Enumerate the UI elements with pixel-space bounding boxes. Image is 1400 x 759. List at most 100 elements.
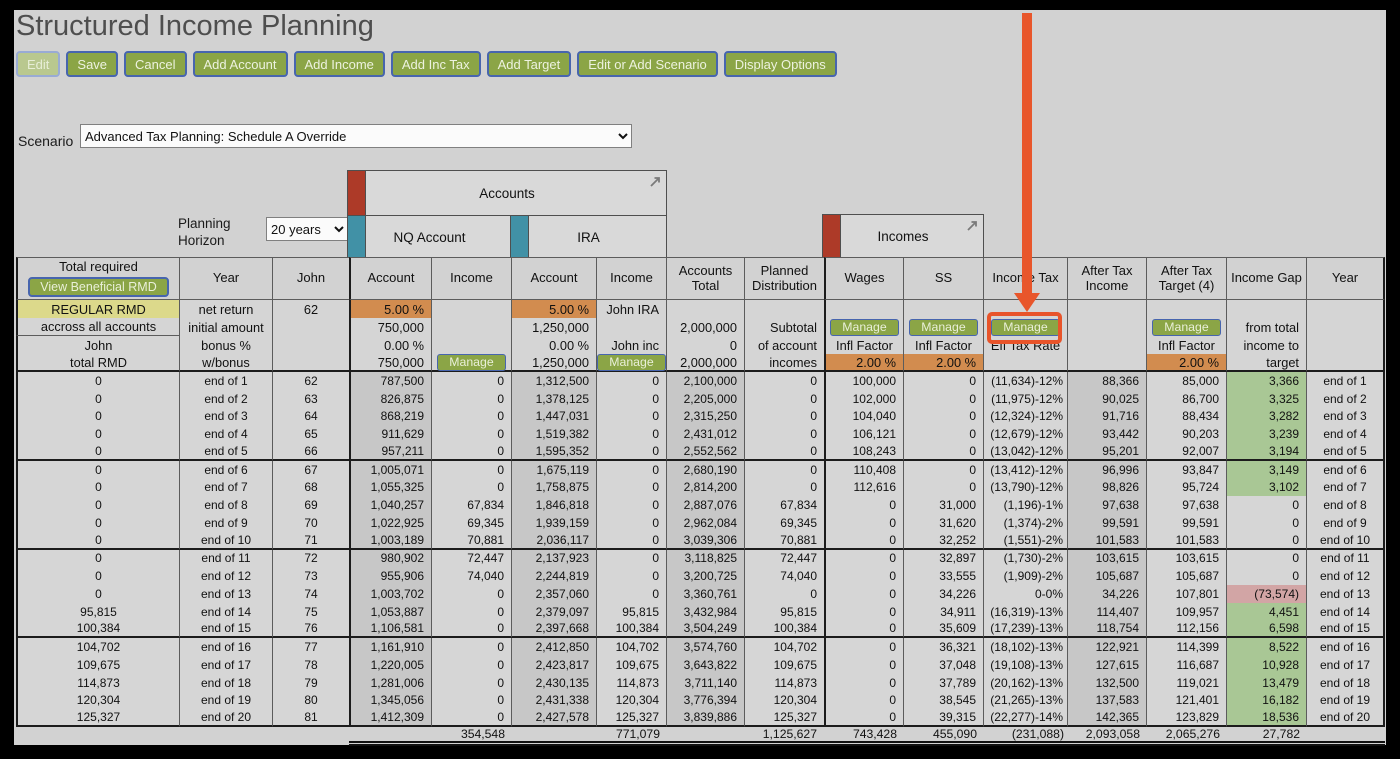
column-header-label: Account — [530, 270, 578, 286]
subheader-cell-ira-account[interactable]: 5.00 % — [512, 300, 597, 318]
table-cell-after-tax-target: 92,007 — [1147, 443, 1227, 461]
table-cell-income-gap: 3,325 — [1227, 389, 1307, 408]
subheader-cell-year-right — [1307, 300, 1385, 318]
toolbar-edit-button[interactable]: Edit — [16, 51, 61, 77]
table-cell-total-required: 0 — [16, 478, 180, 497]
table-cell-john: 68 — [273, 478, 349, 497]
table-cell-income-tax: (13,412)-12% — [984, 460, 1068, 479]
table-cell-year-right: end of 8 — [1307, 496, 1385, 514]
subheader-cell-year-right — [1307, 354, 1385, 372]
table-cell-john: 79 — [273, 673, 349, 692]
toolbar-add-income-button[interactable]: Add Income — [293, 51, 385, 77]
toolbar-cancel-button[interactable]: Cancel — [124, 51, 187, 77]
table-cell-income-gap: 8,522 — [1227, 638, 1307, 656]
total-cell-after-tax-income: 2,093,058 — [1068, 727, 1147, 746]
manage-income-tax-button[interactable]: Manage — [991, 318, 1060, 336]
table-cell-nq-account: 1,281,006 — [349, 673, 432, 692]
table-cell-after-tax-income: 142,365 — [1068, 709, 1147, 727]
subheader-cell-income-gap: target — [1227, 354, 1307, 372]
table-cell-year-right: end of 12 — [1307, 567, 1385, 585]
manage-ss-button[interactable]: Manage — [909, 318, 978, 336]
table-cell-ira-account: 2,397,668 — [512, 620, 597, 639]
subheader-cell-total-required: REGULAR RMD — [16, 300, 180, 318]
scenario-label: Scenario — [18, 133, 74, 149]
table-cell-total-required: 0 — [16, 567, 180, 585]
table-cell-john: 64 — [273, 407, 349, 426]
table-cell-income-tax: (20,162)-13% — [984, 673, 1068, 692]
table-cell-john: 77 — [273, 638, 349, 656]
manage-nq-income-button[interactable]: Manage — [437, 353, 506, 371]
table-cell-accounts-total: 2,100,000 — [667, 372, 745, 390]
subheader-cell-wages: Infl Factor — [824, 336, 904, 354]
total-cell-nq-income: 354,548 — [432, 727, 512, 746]
table-cell-nq-income: 0 — [432, 691, 512, 710]
table-cell-planned-distribution: 0 — [745, 407, 824, 426]
manage-wages-button[interactable]: Manage — [830, 318, 899, 336]
table-cell-income-gap: 3,149 — [1227, 460, 1307, 479]
table-cell-year-left: end of 17 — [180, 656, 273, 674]
view-beneficial-rmd-button[interactable]: View Beneficial RMD — [28, 277, 169, 298]
table-cell-total-required: 109,675 — [16, 656, 180, 674]
table-cell-income-gap: 10,928 — [1227, 656, 1307, 674]
table-cell-income-tax: (12,324)-12% — [984, 407, 1068, 426]
toolbar-add-target-button[interactable]: Add Target — [486, 51, 572, 77]
table-cell-income-tax: (11,634)-12% — [984, 372, 1068, 390]
column-header-income-gap: Income Gap — [1227, 257, 1307, 300]
manage-ira-income-button[interactable]: Manage — [597, 353, 666, 371]
table-cell-year-left: end of 18 — [180, 673, 273, 692]
table-cell-year-right: end of 1 — [1307, 372, 1385, 390]
nq-account-header: NQ Account — [347, 215, 512, 259]
subheader-cell-accounts-total: 2,000,000 — [667, 318, 745, 336]
table-cell-john: 81 — [273, 709, 349, 727]
table-cell-nq-account: 1,412,309 — [349, 709, 432, 727]
callout-arrow-head — [1014, 293, 1040, 312]
toolbar-edit-or-add-scenario-button[interactable]: Edit or Add Scenario — [577, 51, 718, 77]
table-cell-income-gap: (73,574) — [1227, 585, 1307, 603]
table-cell-ss: 31,000 — [904, 496, 984, 514]
table-cell-nq-account: 1,003,702 — [349, 585, 432, 603]
table-cell-wages: 0 — [824, 602, 904, 621]
table-cell-ira-income: 104,702 — [597, 638, 667, 656]
table-cell-nq-account: 868,219 — [349, 407, 432, 426]
table-cell-planned-distribution: 0 — [745, 372, 824, 390]
table-cell-ira-income: 0 — [597, 372, 667, 390]
column-header-total-required: Total required View Beneficial RMD — [16, 257, 180, 300]
collapse-incomes-icon[interactable] — [964, 218, 980, 234]
toolbar-add-account-button[interactable]: Add Account — [192, 51, 288, 77]
total-cell-wages: 743,428 — [824, 727, 904, 746]
planning-horizon-select[interactable]: 20 years — [266, 217, 348, 241]
table-cell-after-tax-target: 114,399 — [1147, 638, 1227, 656]
table-cell-wages: 110,408 — [824, 460, 904, 479]
table-cell-year-left: end of 2 — [180, 389, 273, 408]
manage-after-tax-target-button[interactable]: Manage — [1152, 318, 1221, 336]
table-cell-total-required: 95,815 — [16, 602, 180, 621]
subheader-cell-wages[interactable]: 2.00 % — [824, 354, 904, 372]
scenario-select[interactable]: Advanced Tax Planning: Schedule A Overri… — [80, 124, 632, 148]
subheader-cell-accounts-total: 0 — [667, 336, 745, 354]
table-cell-year-left: end of 10 — [180, 531, 273, 550]
toolbar-display-options-button[interactable]: Display Options — [723, 51, 837, 77]
table-cell-accounts-total: 2,962,084 — [667, 514, 745, 532]
table-cell-nq-income: 0 — [432, 407, 512, 426]
table-cell-after-tax-income: 90,025 — [1068, 389, 1147, 408]
subheader-cell-nq-income — [432, 336, 512, 354]
column-header-label: Income Gap — [1231, 270, 1302, 286]
table-cell-wages: 0 — [824, 585, 904, 603]
table-cell-ira-income: 0 — [597, 549, 667, 568]
table-cell-ira-income: 120,304 — [597, 691, 667, 710]
table-cell-income-gap: 13,479 — [1227, 673, 1307, 692]
collapse-accounts-icon[interactable] — [647, 174, 663, 190]
toolbar-save-button[interactable]: Save — [66, 51, 119, 77]
subheader-cell-nq-account[interactable]: 5.00 % — [349, 300, 432, 318]
subheader-cell-accounts-total: 2,000,000 — [667, 354, 745, 372]
total-cell-after-tax-target: 2,065,276 — [1147, 727, 1227, 746]
table-cell-ss: 0 — [904, 478, 984, 497]
table-cell-year-left: end of 1 — [180, 372, 273, 390]
table-cell-planned-distribution: 95,815 — [745, 602, 824, 621]
subheader-cell-after-tax-target[interactable]: 2.00 % — [1147, 354, 1227, 372]
toolbar-add-inc-tax-button[interactable]: Add Inc Tax — [390, 51, 481, 77]
total-cell-nq-account — [349, 727, 432, 746]
subheader-cell-ss[interactable]: 2.00 % — [904, 354, 984, 372]
table-cell-planned-distribution: 0 — [745, 460, 824, 479]
subheader-cell-after-tax-income — [1068, 318, 1147, 336]
